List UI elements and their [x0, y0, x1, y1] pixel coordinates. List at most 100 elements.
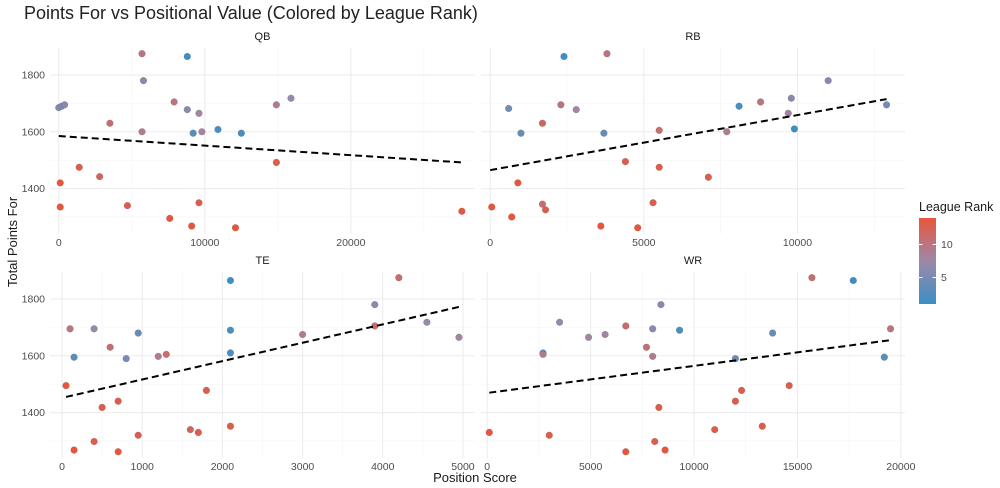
data-point: [170, 98, 178, 106]
legend-colorbar: [919, 218, 936, 304]
x-tick-label: 0: [487, 237, 493, 249]
data-point: [731, 397, 740, 405]
x-tick-label: 15000: [783, 461, 812, 473]
data-point: [134, 431, 142, 439]
data-point: [237, 129, 245, 137]
x-tick-label: 20000: [886, 461, 915, 473]
data-point: [114, 448, 122, 456]
data-point: [226, 326, 235, 334]
data-point: [166, 214, 174, 223]
data-point: [768, 329, 777, 337]
data-point: [785, 381, 793, 390]
data-point: [675, 326, 684, 334]
data-point: [886, 325, 895, 333]
data-point: [98, 403, 106, 412]
data-point: [195, 109, 203, 117]
data-point: [622, 322, 630, 330]
data-point: [622, 448, 630, 456]
data-point: [849, 276, 857, 285]
data-point: [649, 199, 657, 207]
data-point: [488, 203, 496, 211]
trend-line: [58, 135, 462, 164]
data-point: [96, 172, 104, 181]
data-point: [106, 343, 114, 351]
data-point: [737, 386, 746, 395]
data-point: [808, 274, 816, 282]
data-point: [505, 104, 513, 113]
facet-qb: QB 1400 1600 1800 0 10000 20000: [22, 31, 475, 249]
data-point: [189, 129, 197, 137]
data-point: [539, 350, 547, 359]
trend-line: [65, 305, 460, 398]
facet-strip-label: QB: [255, 31, 271, 43]
data-point: [541, 206, 550, 214]
y-tick-label: 1800: [22, 69, 46, 81]
data-point: [711, 425, 719, 434]
data-point: [603, 50, 611, 58]
data-point: [458, 207, 466, 215]
data-point: [538, 200, 547, 208]
data-point: [455, 333, 463, 341]
data-point: [226, 276, 235, 285]
data-point: [183, 52, 191, 61]
data-point: [134, 329, 142, 337]
y-tick-label: 1800: [22, 293, 46, 305]
data-point: [538, 119, 547, 127]
data-point: [655, 403, 663, 412]
data-point: [195, 199, 203, 207]
data-point: [735, 102, 743, 110]
y-tick-label: 1600: [22, 126, 46, 138]
data-point: [154, 352, 162, 360]
data-point: [787, 94, 795, 102]
y-tick-label: 1400: [22, 407, 46, 419]
data-point: [485, 428, 493, 437]
data-point: [60, 101, 69, 109]
data-point: [657, 301, 665, 309]
data-point: [655, 126, 663, 135]
data-point: [231, 224, 240, 232]
x-tick-label: 0: [484, 461, 490, 473]
data-point: [649, 352, 657, 360]
data-point: [62, 381, 70, 390]
data-point: [186, 425, 194, 434]
data-point: [597, 222, 605, 230]
data-point: [642, 343, 651, 351]
legend: League Rank 5 10: [919, 200, 994, 304]
data-point: [514, 179, 522, 187]
data-point: [70, 353, 78, 361]
data-point: [138, 128, 146, 136]
x-tick-label: 10000: [679, 461, 708, 473]
y-tick-label: 1600: [22, 350, 46, 362]
data-point: [517, 129, 525, 137]
x-tick-label: 2000: [211, 461, 235, 473]
data-point: [56, 203, 64, 211]
data-point: [704, 173, 713, 181]
facet-te: TE 1400 1600 1800 0 1000 2000 3000 4000 5000: [22, 255, 475, 473]
x-tick-label: 20000: [336, 237, 365, 249]
facet-strip-label: TE: [255, 255, 269, 267]
data-point: [138, 50, 146, 58]
data-point: [557, 101, 565, 109]
legend-tick-label: 10: [941, 239, 953, 251]
data-point: [226, 349, 235, 357]
data-point: [758, 422, 766, 430]
data-point: [162, 350, 170, 359]
facet-strip-label: RB: [685, 31, 700, 43]
data-point: [649, 325, 657, 333]
x-tick-label: 10000: [190, 237, 219, 249]
data-point: [123, 201, 132, 210]
data-point: [66, 325, 74, 333]
x-tick-label: 10000: [783, 237, 812, 249]
data-point: [371, 301, 379, 309]
data-point: [56, 179, 64, 187]
data-point: [139, 77, 148, 85]
data-point: [75, 163, 83, 171]
data-point: [661, 446, 669, 454]
data-point: [423, 318, 431, 326]
x-tick-label: 0: [56, 237, 62, 249]
data-point: [395, 274, 403, 282]
legend-ticks: 5 10: [919, 239, 953, 284]
data-point: [601, 330, 609, 339]
data-point: [651, 437, 659, 446]
